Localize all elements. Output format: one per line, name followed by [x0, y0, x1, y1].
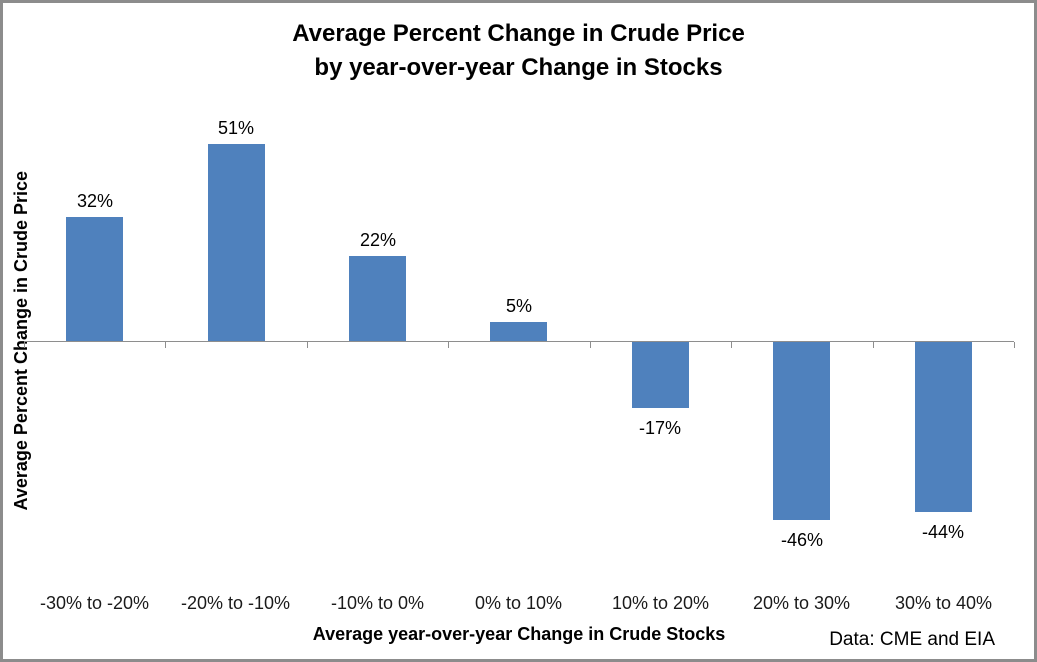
- x-axis-category-label: -30% to -20%: [39, 593, 150, 613]
- bar: [208, 144, 265, 341]
- axis-tick: [1014, 342, 1015, 348]
- bar: [773, 342, 830, 520]
- x-axis-title: Average year-over-year Change in Crude S…: [312, 624, 726, 644]
- chart-title: Average Percent Change in Crude Price by…: [0, 17, 1037, 85]
- bar: [66, 217, 123, 341]
- x-axis-labels: -30% to -20% -20% to -10% -10% to 0% 0% to …: [24, 592, 1014, 616]
- bar-value-label: 22%: [359, 230, 397, 250]
- bar-value-label: -44%: [921, 522, 965, 542]
- axis-tick: [165, 342, 166, 348]
- chart-title-line2: by year-over-year Change in Stocks: [314, 54, 723, 81]
- source-note: Data: CME and EIA: [829, 629, 995, 650]
- x-axis-category-label: 0% to 10%: [474, 593, 563, 613]
- bar: [915, 342, 972, 512]
- bar-value-label: 32%: [76, 191, 114, 211]
- x-axis-category-label: -20% to -10%: [180, 593, 291, 613]
- axis-tick: [590, 342, 591, 348]
- x-axis-category-label: 30% to 40%: [894, 593, 993, 613]
- axis-tick: [873, 342, 874, 348]
- bar: [632, 342, 689, 408]
- axis-tick: [731, 342, 732, 348]
- axis-tick: [24, 342, 25, 348]
- x-axis-category-label: 20% to 30%: [752, 593, 851, 613]
- bar: [490, 322, 547, 341]
- bar-value-label: -46%: [780, 530, 824, 550]
- axis-tick: [448, 342, 449, 348]
- bar-value-label: 51%: [217, 118, 255, 138]
- bar: [349, 256, 406, 341]
- chart-title-line1: Average Percent Change in Crude Price: [292, 20, 745, 47]
- x-axis-category-label: 10% to 20%: [611, 593, 710, 613]
- plot-area: 32% 51% 22% 5% -17% -46% -44%: [24, 109, 1015, 573]
- bar-value-label: -17%: [638, 418, 682, 438]
- x-axis-category-label: -10% to 0%: [330, 593, 425, 613]
- bar-value-label: 5%: [505, 296, 532, 316]
- axis-tick: [307, 342, 308, 348]
- x-axis-line: [24, 341, 1014, 342]
